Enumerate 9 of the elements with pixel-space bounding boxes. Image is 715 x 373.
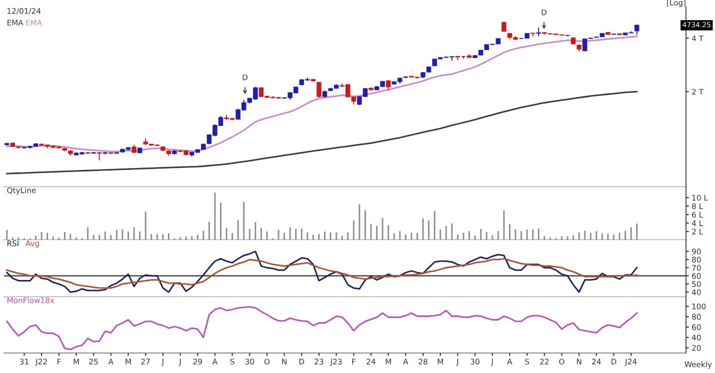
candlestick (386, 80, 391, 91)
line-series (6, 306, 638, 350)
candlestick (316, 81, 322, 98)
candlestick (634, 24, 640, 36)
line-series (6, 36, 638, 152)
line-series (6, 258, 638, 289)
line-series (6, 250, 638, 293)
candlestick (536, 26, 542, 37)
line-series (6, 90, 638, 174)
